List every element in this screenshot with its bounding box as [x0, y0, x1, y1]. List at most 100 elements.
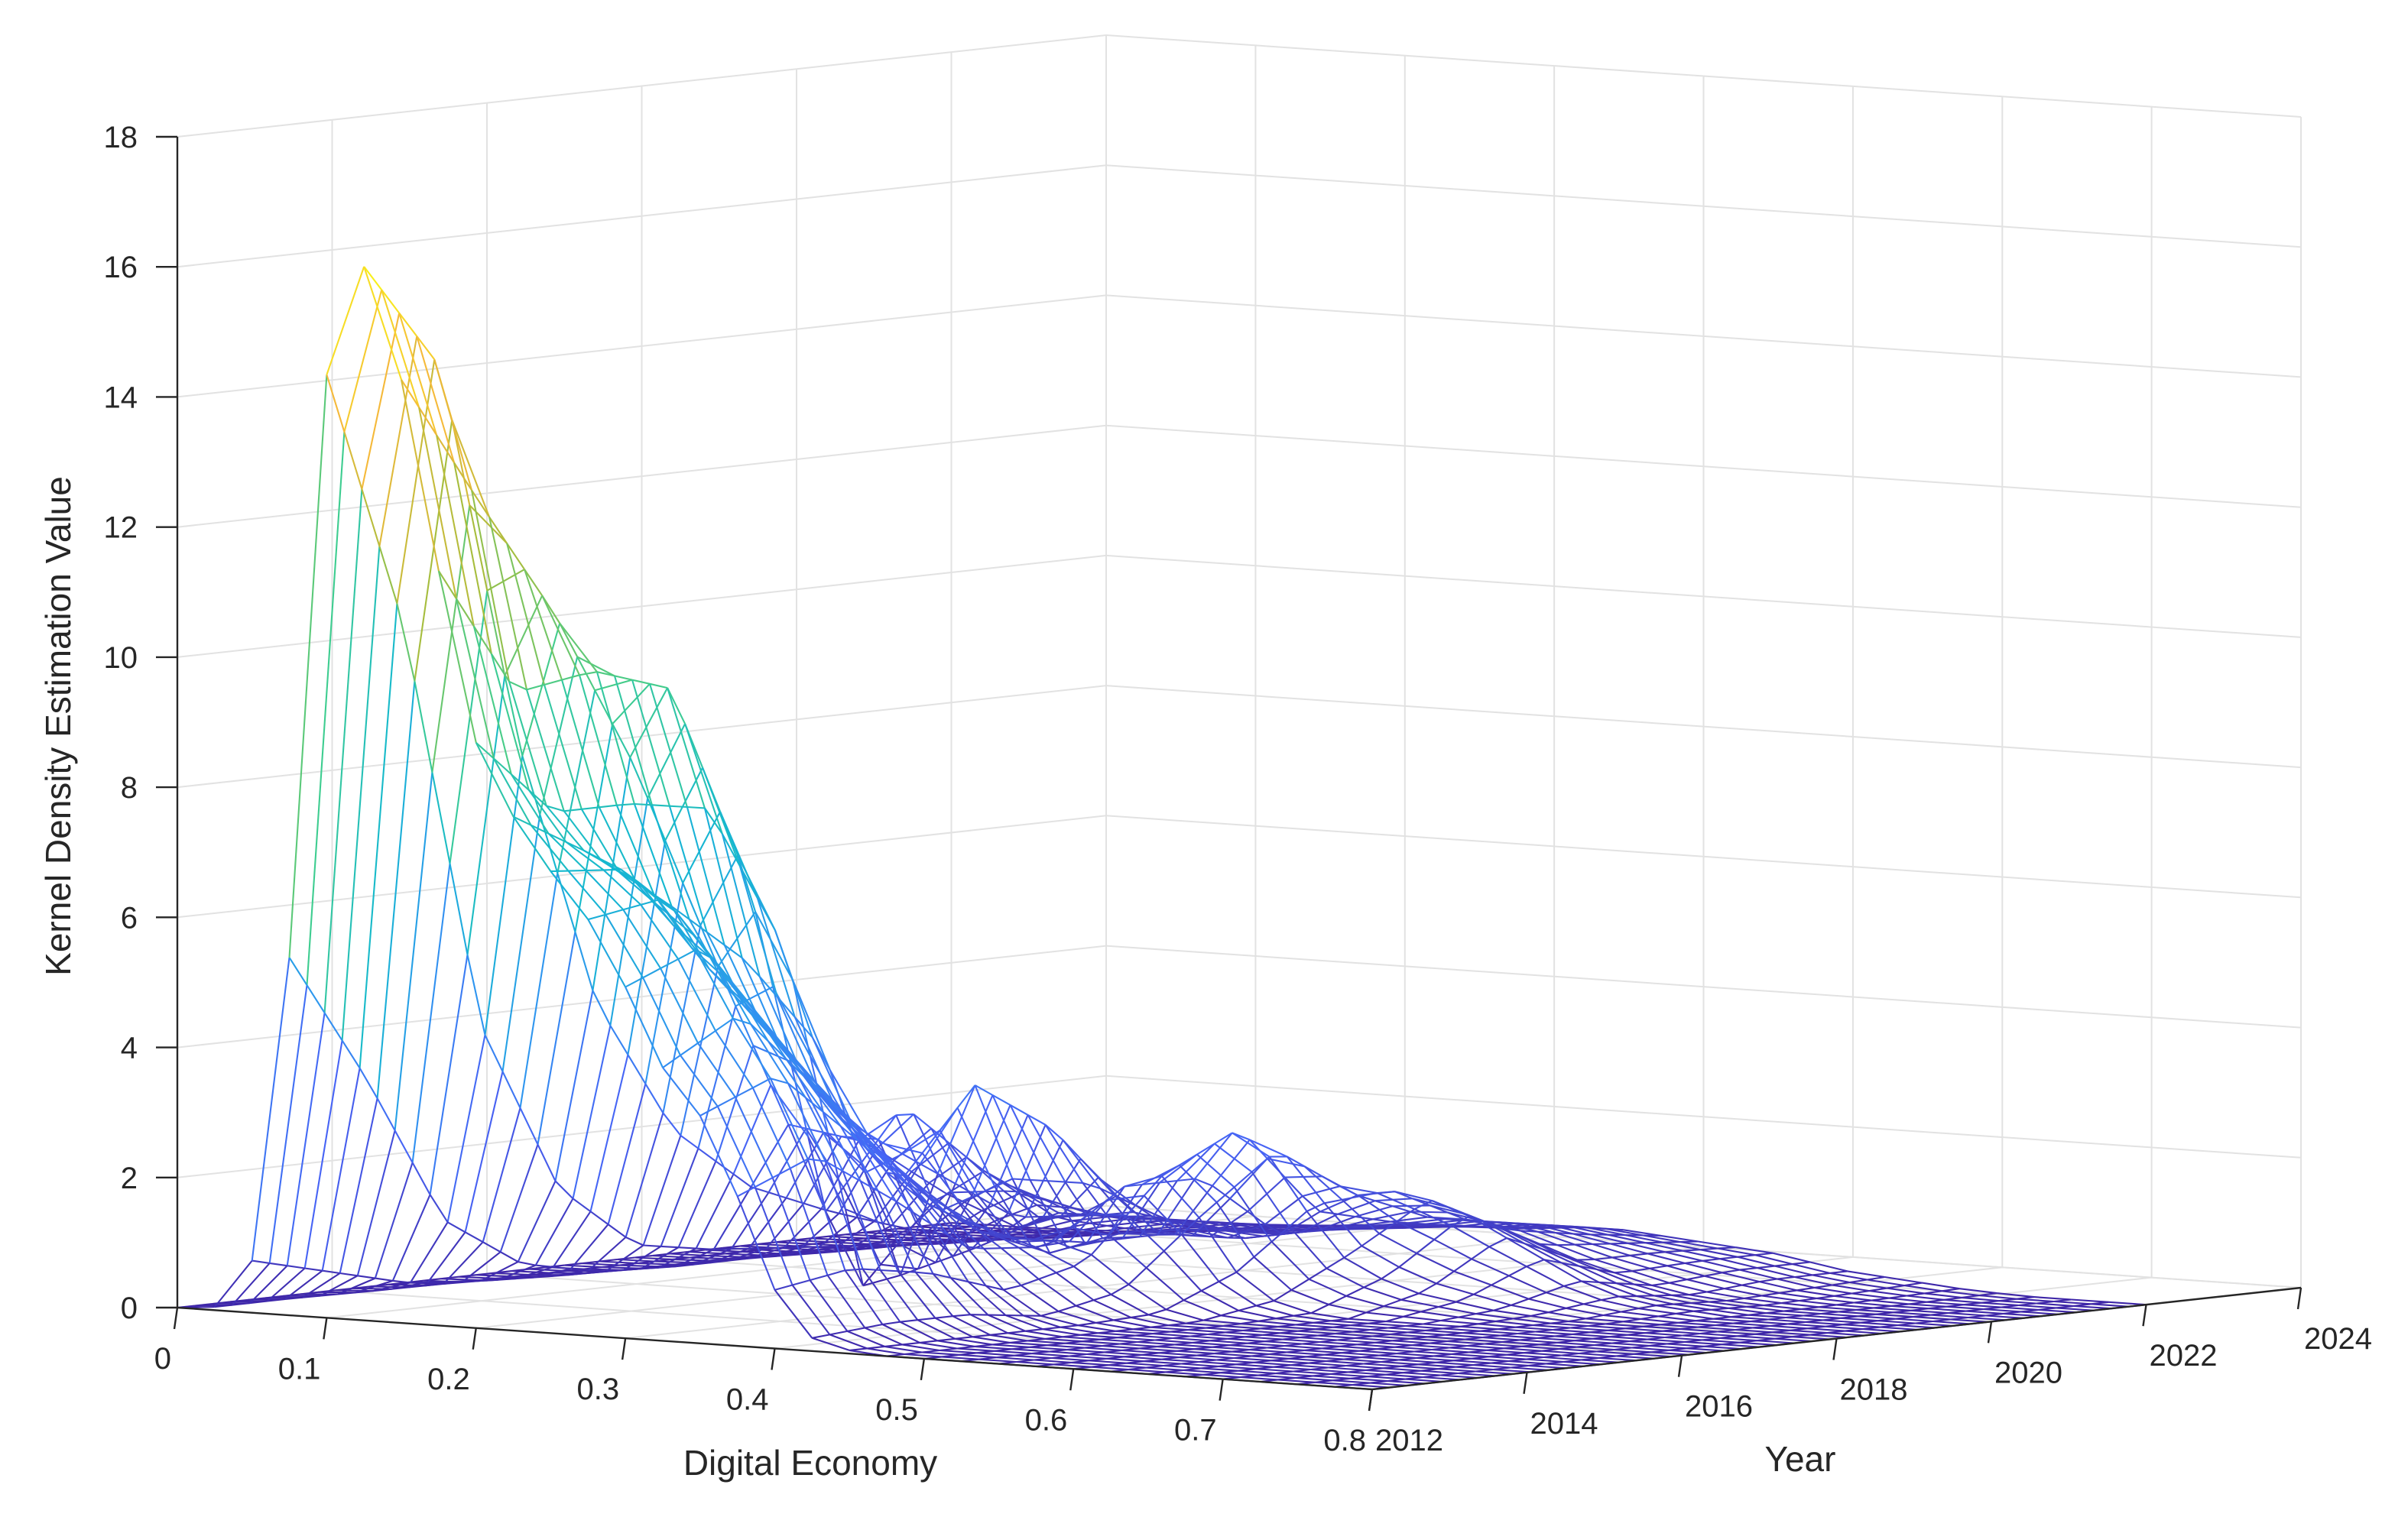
mesh-x-4-26 [1219, 1366, 1256, 1369]
mesh-y-8-16 [916, 1272, 933, 1274]
mesh-x-22-21 [1348, 1319, 1386, 1321]
mesh-y-16-4 [608, 1224, 626, 1237]
mesh-y-7-16 [898, 1271, 916, 1272]
year-tick-mark-2 [1679, 1356, 1682, 1377]
mesh-y-5-3 [378, 1098, 395, 1130]
mesh-x-29-30 [1808, 1328, 1845, 1331]
x-tick-mark-4 [772, 1349, 775, 1370]
mesh-x-19-17 [1147, 1268, 1184, 1300]
mesh-y-18-5 [680, 1136, 698, 1149]
mesh-x-16-29 [1542, 1351, 1579, 1353]
mesh-x-20-17 [1164, 1251, 1202, 1291]
year-tick-label-0: 2012 [1375, 1424, 1443, 1457]
mesh-y-0-10 [550, 871, 568, 872]
z-tick-label-8: 16 [104, 251, 138, 284]
mesh-x-1-26 [1166, 1372, 1203, 1374]
mesh-y-25-5 [804, 1204, 822, 1209]
mesh-x-44-26 [1922, 1283, 1959, 1289]
mesh-x-37-23 [1687, 1279, 1725, 1288]
mesh-y-12-4 [538, 1145, 556, 1182]
mesh-x-29-25 [1621, 1312, 1658, 1317]
mesh-y-26-4 [784, 1247, 802, 1248]
mesh-x-12-29 [1472, 1359, 1509, 1361]
mesh-y-3-16 [828, 1270, 845, 1275]
mesh-x-16-28 [1504, 1348, 1542, 1350]
mesh-y-7-2 [375, 1279, 393, 1281]
mesh-x-5-25 [1199, 1362, 1236, 1364]
mesh-x-31-30 [1843, 1324, 1881, 1327]
mesh-x-15-21 [1225, 1332, 1263, 1334]
mesh-y-26-23 [1494, 1305, 1511, 1311]
mesh-x-18-18 [1166, 1310, 1203, 1321]
mesh-x-39-25 [1797, 1290, 1835, 1295]
mesh-y-32-16 [1338, 1214, 1355, 1217]
mesh-x-21-21 [1331, 1321, 1368, 1323]
mesh-y-40-24 [1777, 1277, 1795, 1279]
mesh-y-2-11 [623, 905, 641, 909]
mesh-y-2-13 [698, 1031, 716, 1043]
mesh-x-3-31 [1387, 1381, 1425, 1383]
mesh-y-3-3 [342, 1040, 360, 1068]
mesh-x-33-30 [1878, 1321, 1916, 1323]
mesh-x-5-3 [378, 681, 415, 1098]
mesh-x-22-27 [1572, 1334, 1610, 1337]
year-tick-mark-3 [1834, 1339, 1837, 1360]
mesh-y-13-4 [556, 1181, 573, 1198]
mesh-x-7-28 [1346, 1366, 1384, 1368]
mesh-x-16-26 [1430, 1344, 1467, 1346]
mesh-x-20-28 [1575, 1340, 1612, 1343]
grid-line-x-2 [476, 56, 1405, 1328]
mesh-x-30-28 [1751, 1321, 1788, 1324]
mesh-x-5-23 [1124, 1357, 1162, 1359]
mesh-x-33-17 [1393, 1205, 1430, 1206]
mesh-y-14-15 [984, 1248, 1001, 1249]
mesh-y-4-3 [360, 1068, 378, 1099]
mesh-y-24-21 [1384, 1300, 1401, 1306]
mesh-y-35-21 [1577, 1259, 1595, 1260]
mesh-y-8-7 [579, 672, 597, 675]
mesh-y-0-16 [775, 1285, 793, 1290]
mesh-x-20-21 [1313, 1323, 1351, 1325]
mesh-x-39-31 [2021, 1311, 2059, 1314]
mesh-x-28-31 [1828, 1333, 1865, 1335]
mesh-y-25-4 [767, 1248, 784, 1249]
mesh-x-0-5 [364, 267, 401, 380]
mesh-y-0-17 [812, 1334, 829, 1337]
mesh-x-4-27 [1256, 1369, 1293, 1371]
mesh-x-43-31 [2092, 1304, 2129, 1306]
mesh-x-30-21 [1489, 1246, 1527, 1266]
mesh-y-31-16 [1320, 1211, 1338, 1214]
mesh-x-28-29 [1753, 1327, 1790, 1330]
mesh-x-18-4 [644, 1136, 681, 1246]
mesh-x-20-23 [1388, 1328, 1426, 1331]
mesh-x-41-29 [1981, 1303, 2019, 1305]
mesh-x-10-2 [428, 1232, 466, 1282]
mesh-x-39-30 [1984, 1309, 2021, 1311]
mesh-x-2-27 [1221, 1373, 1258, 1375]
mesh-x-28-21 [1454, 1272, 1491, 1285]
mesh-x-2-19 [922, 1353, 959, 1355]
mesh-x-25-27 [1625, 1328, 1663, 1331]
mesh-x-34-29 [1858, 1316, 1896, 1318]
mesh-x-15-23 [1300, 1337, 1338, 1340]
mesh-x-10-31 [1511, 1368, 1548, 1370]
mesh-x-7-26 [1271, 1360, 1309, 1363]
mesh-y-27-14 [1175, 1235, 1193, 1236]
mesh-y-1-3 [307, 985, 325, 1013]
mesh-x-13-29 [1489, 1357, 1527, 1359]
mesh-y-11-5 [557, 874, 575, 932]
mesh-x-14-26 [1394, 1347, 1432, 1350]
mesh-x-38-24 [1742, 1285, 1780, 1293]
mesh-x-16-27 [1467, 1346, 1504, 1348]
mesh-x-15-28 [1487, 1350, 1524, 1353]
mesh-x-30-30 [1825, 1327, 1863, 1329]
mesh-x-14-19 [1133, 1329, 1170, 1331]
mesh-x-31-28 [1768, 1320, 1806, 1322]
mesh-x-36-26 [1781, 1303, 1819, 1307]
mesh-y-7-4 [450, 864, 468, 955]
mesh-x-24-26 [1570, 1328, 1608, 1331]
mesh-x-28-25 [1603, 1315, 1640, 1319]
mesh-x-6-6 [507, 543, 544, 685]
mesh-x-13-30 [1527, 1360, 1564, 1362]
mesh-y-1-14 [718, 1097, 735, 1107]
